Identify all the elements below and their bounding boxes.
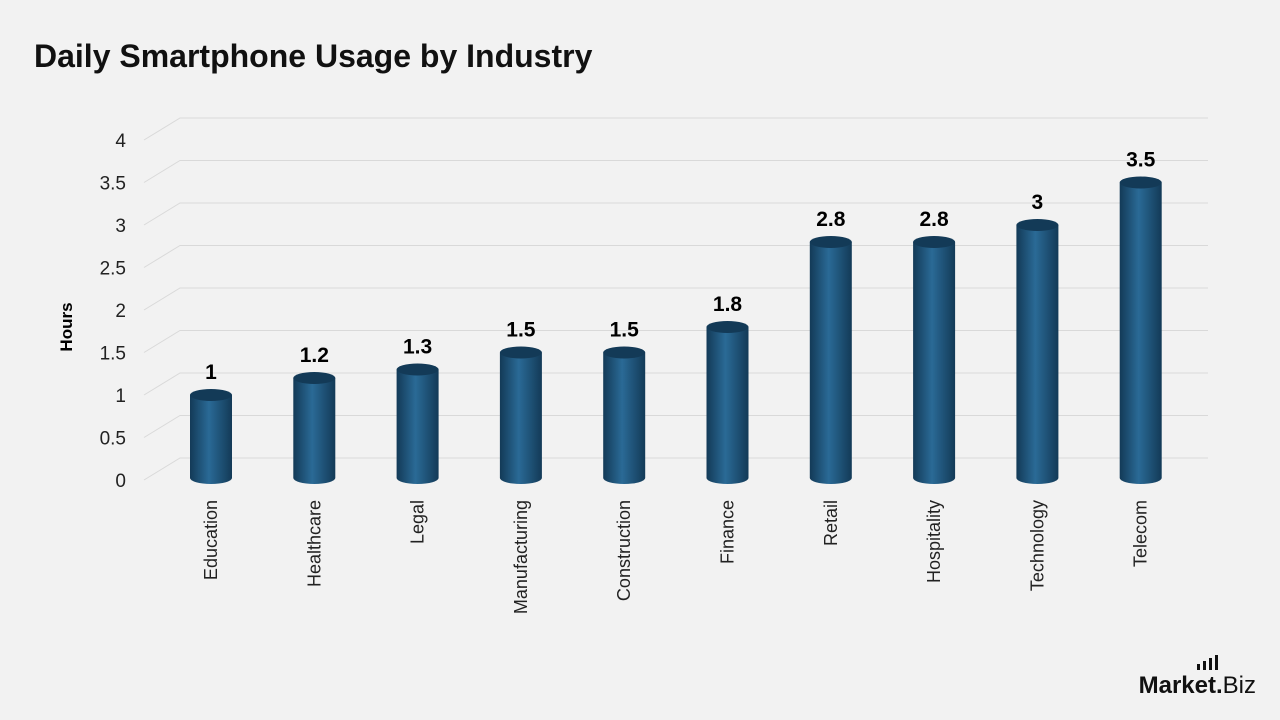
grid-line <box>143 117 1208 141</box>
bar-body <box>706 327 749 485</box>
y-tick-label: 0.5 <box>100 429 126 450</box>
category-label: Finance <box>718 500 738 564</box>
data-label: 1.5 <box>506 319 536 342</box>
bar <box>1016 219 1059 485</box>
bar-top <box>499 346 542 359</box>
category-label: Hospitality <box>924 500 944 583</box>
y-tick-label: 3.5 <box>100 174 126 195</box>
y-tick-label: 2.5 <box>100 259 126 280</box>
y-tick-label: 2 <box>115 301 126 322</box>
y-tick-label: 3 <box>115 216 126 237</box>
bar <box>190 389 232 484</box>
bar-body <box>1119 182 1162 485</box>
y-tick-label: 4 <box>115 131 126 152</box>
category-label: Manufacturing <box>511 500 531 614</box>
brand-name-bold: Market <box>1138 672 1216 699</box>
grid-line <box>143 245 1208 268</box>
category-label: Technology <box>1027 500 1047 591</box>
grid-line <box>143 415 1208 438</box>
category-label: Healthcare <box>304 500 324 587</box>
data-label: 1 <box>205 361 217 384</box>
category-label: Construction <box>614 500 634 601</box>
bar-top <box>706 321 749 333</box>
grid-line <box>143 457 1208 481</box>
y-tick-label: 1.5 <box>100 344 126 365</box>
bars <box>190 176 1162 485</box>
brand-name-regular: Biz <box>1222 672 1256 699</box>
bar <box>293 372 336 485</box>
bar-body <box>396 369 439 485</box>
bar-top <box>293 372 336 384</box>
category-label: Retail <box>821 500 841 546</box>
y-axis-ticks: 0 0.5 1 1.5 2 2.5 3 3.5 4 <box>100 131 127 492</box>
bar <box>499 346 542 484</box>
data-label: 1.5 <box>610 319 640 342</box>
bar-body <box>603 352 646 485</box>
category-label: Telecom <box>1131 500 1151 567</box>
bar-top <box>396 363 439 376</box>
category-label: Legal <box>408 500 428 544</box>
grid-line <box>143 160 1208 183</box>
data-label: 2.8 <box>919 208 949 231</box>
data-labels: 1 1.2 1.3 1.5 1.5 1.8 2.8 2.8 3 3.5 <box>205 149 1155 385</box>
bar-top <box>190 389 232 401</box>
grid-line <box>143 330 1208 353</box>
y-axis-label: Hours <box>57 302 76 351</box>
grid-line <box>143 287 1208 311</box>
bar-body <box>809 242 852 485</box>
data-label: 3 <box>1032 191 1044 214</box>
data-label: 1.3 <box>403 336 432 359</box>
x-axis-categories: Education Healthcare Legal Manufacturing Con… <box>201 500 1151 614</box>
bar-top <box>913 236 956 248</box>
bar <box>706 321 749 485</box>
bar <box>913 236 956 485</box>
data-label: 2.8 <box>816 208 846 231</box>
bar-body <box>1016 225 1059 485</box>
bar <box>396 363 439 485</box>
brand-dot: . <box>1215 672 1223 699</box>
grid-lines <box>143 117 1208 481</box>
bar-body <box>190 395 232 484</box>
bar-body <box>913 242 956 485</box>
brand-logo: Market. Biz <box>1138 655 1256 700</box>
data-label: 1.8 <box>713 293 743 316</box>
bar-top <box>1016 219 1059 231</box>
bar-top <box>603 346 646 359</box>
y-tick-label: 0 <box>115 471 126 492</box>
bar-top <box>809 236 852 248</box>
bar <box>603 346 646 485</box>
signal-bars-icon <box>1197 655 1218 670</box>
chart-title: Daily Smartphone Usage by Industry <box>34 38 593 74</box>
bar-body <box>293 378 336 485</box>
y-tick-label: 1 <box>115 386 126 407</box>
bar-top <box>1119 176 1162 189</box>
bar <box>1119 176 1162 485</box>
category-label: Education <box>201 500 221 580</box>
bar <box>809 236 852 485</box>
grid-line <box>143 202 1208 226</box>
data-label: 1.2 <box>300 344 329 367</box>
bar-body <box>499 352 542 484</box>
data-label: 3.5 <box>1126 149 1156 172</box>
grid-line <box>143 372 1208 396</box>
